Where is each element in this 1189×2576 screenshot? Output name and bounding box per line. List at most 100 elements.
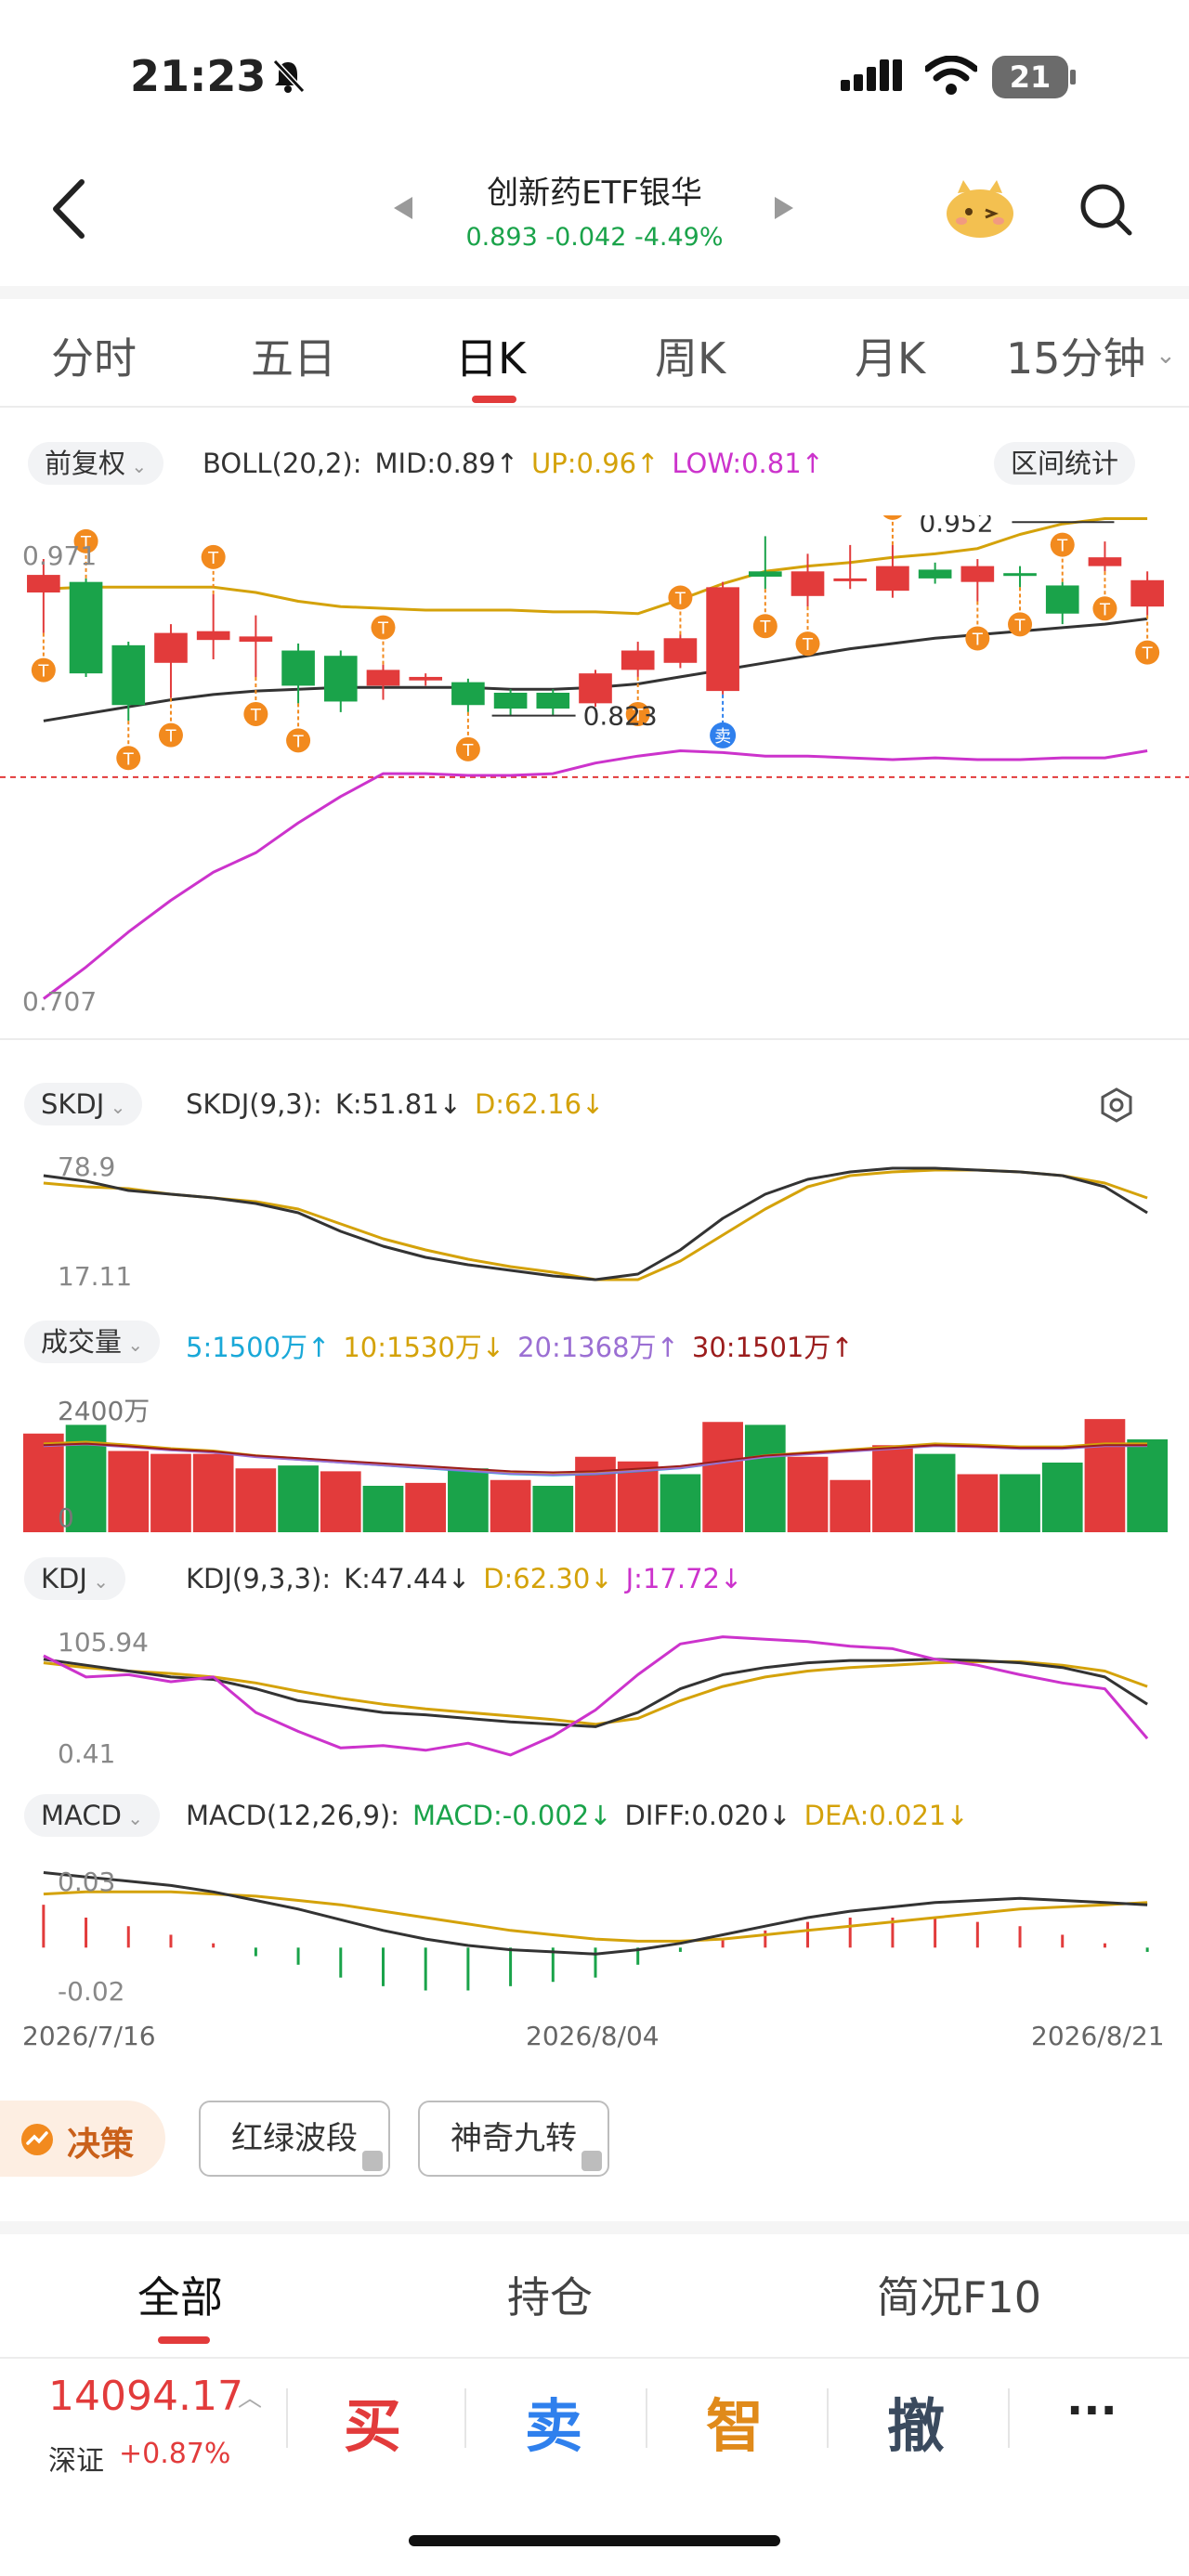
trade-marker-label: T: [972, 631, 984, 650]
chevron-down-icon: ⌄: [86, 1570, 110, 1593]
battery-level: 21: [992, 56, 1068, 98]
tab-f10-profile[interactable]: 简况F10: [877, 2272, 1041, 2322]
separator: [1008, 2388, 1010, 2448]
chevron-up-icon[interactable]: ︿: [238, 2385, 263, 2413]
trade-marker-label: T: [1142, 644, 1154, 664]
volume-selector[interactable]: 成交量 ⌄: [24, 1321, 161, 1363]
macd-legend: MACD(12,26,9): MACD:-0.002↓ DIFF:0.020↓ DEA…: [186, 1800, 982, 1831]
skdj-k: K:51.81↓: [334, 1088, 462, 1120]
chevron-down-icon[interactable]: ⌄: [1156, 342, 1176, 370]
price-min-label: 0.707: [22, 986, 98, 1017]
separator: [646, 2388, 647, 2448]
index-value[interactable]: 14094.17: [48, 2373, 243, 2420]
trade-marker: [243, 701, 268, 726]
settings-hexagon-icon[interactable]: [1098, 1086, 1135, 1124]
kdj-j: J:17.72↓: [625, 1563, 743, 1594]
boll-low: LOW:0.81↑: [672, 448, 824, 479]
volume-bar: [914, 1453, 956, 1532]
trade-marker-label: T: [37, 662, 49, 682]
volume-bar: [278, 1465, 319, 1532]
low-annotation-label: 0.823: [583, 701, 658, 732]
sell-button[interactable]: 卖: [525, 2392, 583, 2460]
next-stock-icon[interactable]: [773, 195, 795, 221]
more-button[interactable]: ···: [1066, 2385, 1117, 2437]
tab-positions[interactable]: 持仓: [507, 2272, 593, 2322]
decision-button[interactable]: 决策: [0, 2101, 165, 2177]
skdj-top-label: 78.9: [58, 1151, 116, 1182]
cancel-order-button[interactable]: 撤: [887, 2392, 946, 2460]
signal-icon: [841, 59, 902, 91]
previous-stock-icon[interactable]: [392, 195, 414, 221]
kdj-k-line: [43, 1658, 1148, 1728]
search-icon[interactable]: [1078, 181, 1133, 237]
date-middle: 2026/8/04: [526, 2021, 660, 2051]
volume-bar: [1127, 1439, 1168, 1532]
tab-intraday[interactable]: 分时: [51, 333, 137, 384]
tab-15-minute[interactable]: 15分钟: [1006, 333, 1146, 384]
smart-button[interactable]: 智: [706, 2392, 764, 2460]
candle-body: [790, 571, 825, 596]
red-green-band-button[interactable]: 红绿波段: [199, 2101, 390, 2177]
tab-monthly-k[interactable]: 月K: [855, 333, 926, 384]
magic-nine-button[interactable]: 神奇九转: [418, 2101, 609, 2177]
tab-five-day[interactable]: 五日: [251, 333, 336, 384]
decision-icon: [21, 2124, 53, 2155]
stock-quote: 0.893 -0.042 -4.49%: [465, 223, 724, 252]
macd-bottom-label: -0.02: [58, 1976, 125, 2007]
volume-bar: [532, 1486, 574, 1532]
volume-bar: [702, 1422, 743, 1532]
trade-marker-label: T: [123, 749, 135, 769]
tab-all[interactable]: 全部: [137, 2272, 223, 2322]
boll-name: BOLL(20,2):: [203, 448, 362, 479]
volume-ma30: 30:1501万↑: [691, 1332, 854, 1363]
volume-bar: [1041, 1463, 1083, 1532]
candle-body: [1088, 557, 1122, 566]
macd-selector[interactable]: MACD ⌄: [24, 1794, 161, 1837]
candle-body: [493, 692, 528, 709]
tab-weekly-k[interactable]: 周K: [655, 333, 726, 384]
boll-lower-line: [43, 749, 1148, 1000]
skdj-d: D:62.16↓: [474, 1088, 605, 1120]
separator: [827, 2388, 829, 2448]
candle-body: [663, 638, 698, 663]
volume-bar: [235, 1468, 277, 1532]
sell-marker-label: 卖: [714, 727, 731, 747]
back-arrow-icon[interactable]: [46, 176, 93, 241]
mute-bell-icon: [272, 59, 306, 94]
bottom-tabs-divider: [0, 2357, 1189, 2359]
mascot-icon[interactable]: [943, 176, 1017, 241]
trade-marker: [752, 614, 777, 639]
skdj-legend: SKDJ(9,3): K:51.81↓ D:62.16↓: [186, 1088, 617, 1120]
trade-marker-label: T: [207, 549, 219, 568]
index-name: 深证: [48, 2445, 104, 2478]
kdj-selector[interactable]: KDJ ⌄: [24, 1557, 126, 1600]
trade-marker-label: T: [759, 618, 771, 637]
status-bar: 21:23 21: [0, 0, 1189, 149]
tools-divider: [0, 2221, 1189, 2234]
adjust-selector[interactable]: 前复权 ⌄: [28, 442, 164, 485]
stock-title: 创新药ETF银华: [487, 175, 702, 212]
kdj-d-line: [43, 1659, 1148, 1726]
volume-bar: [150, 1453, 191, 1532]
trade-marker: [455, 736, 480, 761]
candle-body: [1130, 579, 1164, 607]
tab-daily-k[interactable]: 日K: [455, 333, 527, 384]
volume-bar: [1084, 1419, 1126, 1532]
volume-bar: [787, 1456, 829, 1532]
trade-marker-label: T: [462, 741, 474, 761]
date-end: 2026/8/21: [1031, 2021, 1165, 2051]
skdj-selector[interactable]: SKDJ ⌄: [24, 1083, 143, 1125]
magic-nine-label: 神奇九转: [451, 2120, 577, 2157]
trade-marker: [73, 528, 98, 553]
trade-marker: [371, 615, 396, 640]
active-tab-underline: [472, 396, 516, 403]
trade-marker: [116, 746, 141, 771]
buy-button[interactable]: 买: [344, 2392, 402, 2460]
macd-dea: DEA:0.021↓: [804, 1800, 969, 1831]
trade-marker: [158, 722, 183, 748]
skdj-d-line: [43, 1168, 1148, 1281]
candlestick-chart[interactable]: T T T T T T T T T T T T T T T T T T T 卖 0.952 0.823: [0, 515, 1189, 1035]
range-stats-button[interactable]: 区间统计: [994, 442, 1136, 485]
kdj-d: D:62.30↓: [483, 1563, 613, 1594]
candle-body: [69, 581, 103, 674]
